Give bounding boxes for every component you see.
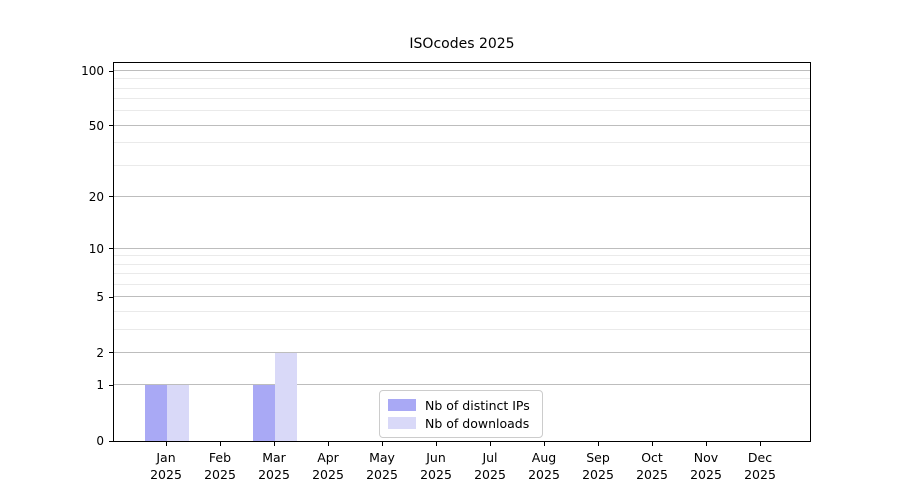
legend-label-distinct-ips: Nb of distinct IPs (425, 397, 530, 413)
x-tick-label: Feb 2025 (204, 450, 236, 482)
minor-gridline (114, 310, 810, 312)
minor-gridline (114, 328, 810, 330)
chart-title: ISOcodes 2025 (409, 36, 515, 52)
minor-gridline (114, 164, 810, 166)
bar-distinct-ips-mar (253, 385, 275, 441)
legend-item-downloads: Nb of downloads (388, 414, 533, 432)
bar-distinct-ips-jan (145, 385, 167, 441)
y-tick-label: 5 (96, 290, 104, 305)
minor-gridline (114, 142, 810, 144)
minor-gridline (114, 78, 810, 80)
x-tick-mark (381, 442, 383, 446)
x-tick-mark (651, 442, 653, 446)
y-tick-label: 1 (96, 378, 104, 393)
x-tick-label: May 2025 (366, 450, 398, 482)
x-tick-mark (597, 442, 599, 446)
x-tick-label: Mar 2025 (258, 450, 290, 482)
y-tick-mark (109, 70, 113, 72)
x-tick-label: Nov 2025 (690, 450, 722, 482)
minor-gridline (114, 110, 810, 112)
major-gridline (114, 195, 810, 197)
legend-label-downloads: Nb of downloads (425, 415, 530, 431)
bar-downloads-jan (167, 385, 189, 441)
y-tick-mark (109, 248, 113, 250)
legend-item-distinct-ips: Nb of distinct IPs (388, 396, 533, 414)
major-gridline (114, 351, 810, 353)
major-gridline (114, 296, 810, 298)
y-tick-label: 20 (88, 189, 104, 204)
plot-area (113, 62, 811, 442)
x-tick-mark (165, 442, 167, 446)
x-tick-label: Jun 2025 (420, 450, 452, 482)
x-tick-mark (273, 442, 275, 446)
x-tick-mark (327, 442, 329, 446)
y-tick-label: 0 (96, 434, 104, 448)
x-tick-mark (759, 442, 761, 446)
minor-gridline (114, 273, 810, 275)
minor-gridline (114, 98, 810, 100)
x-tick-label: Apr 2025 (312, 450, 344, 482)
y-tick-label: 10 (88, 241, 104, 256)
x-tick-label: Sep 2025 (582, 450, 614, 482)
minor-gridline (114, 255, 810, 257)
minor-gridline (114, 87, 810, 89)
minor-gridline (114, 263, 810, 265)
bar-downloads-mar (275, 352, 297, 441)
y-tick-label: 2 (96, 345, 104, 360)
x-tick-mark (435, 442, 437, 446)
legend-swatch-distinct-ips (388, 399, 416, 411)
x-tick-mark (705, 442, 707, 446)
x-tick-label: Aug 2025 (528, 450, 560, 482)
y-tick-mark (109, 352, 113, 354)
y-tick-mark (109, 196, 113, 198)
x-tick-label: Jul 2025 (474, 450, 506, 482)
x-tick-mark (489, 442, 491, 446)
y-tick-mark (109, 440, 113, 442)
legend-swatch-downloads (388, 417, 416, 429)
x-tick-mark (219, 442, 221, 446)
y-tick-mark (109, 125, 113, 127)
minor-gridline (114, 284, 810, 285)
y-tick-label: 50 (88, 118, 104, 133)
x-tick-label: Dec 2025 (744, 450, 776, 482)
major-gridline (114, 70, 810, 71)
y-tick-label: 100 (81, 64, 104, 78)
major-gridline (114, 247, 810, 249)
legend: Nb of distinct IPs Nb of downloads (379, 390, 543, 438)
y-tick-mark (109, 296, 113, 298)
x-tick-label: Jan 2025 (150, 450, 182, 482)
y-tick-mark (109, 384, 113, 386)
x-tick-mark (543, 442, 545, 446)
major-gridline (114, 124, 810, 126)
x-tick-label: Oct 2025 (636, 450, 668, 482)
major-gridline (114, 384, 810, 386)
